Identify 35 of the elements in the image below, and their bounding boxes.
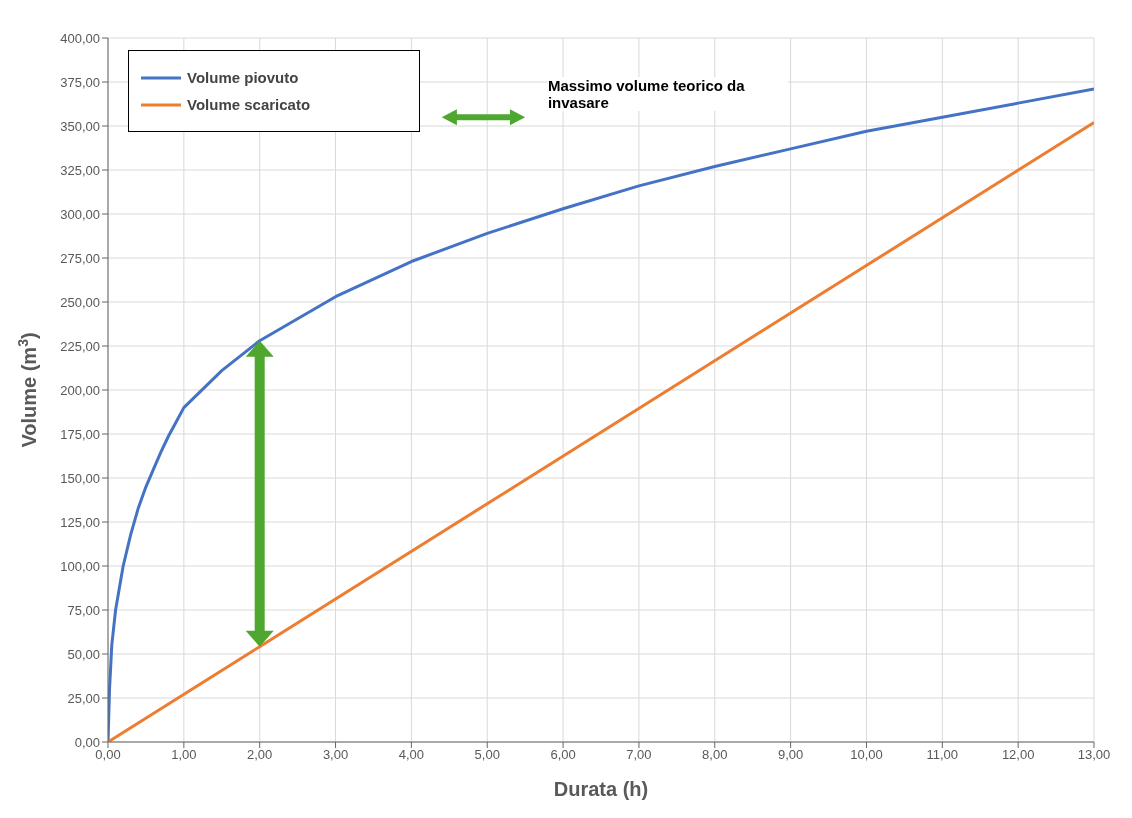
x-tick-label: 10,00	[850, 747, 883, 763]
y-tick-label: 25,00	[67, 690, 100, 706]
y-tick-label: 200,00	[60, 382, 100, 398]
y-tick-label: 350,00	[60, 118, 100, 134]
x-tick-label: 8,00	[702, 747, 728, 763]
x-tick-label: 11,00	[926, 747, 959, 763]
y-tick-label: 400,00	[60, 30, 100, 46]
y-tick-label: 175,00	[60, 426, 100, 442]
y-tick-label: 50,00	[67, 646, 100, 662]
x-axis-title: Durata (h)	[553, 778, 649, 800]
annotation: Massimo volume teorico da invasare	[547, 76, 788, 111]
y-tick-label: 275,00	[60, 250, 100, 266]
x-tick-label: 5,00	[474, 747, 500, 763]
x-tick-label: 13,00	[1077, 747, 1111, 763]
y-tick-label: 150,00	[60, 470, 100, 486]
legend-label: Volume piovuto	[187, 69, 299, 86]
x-tick-label: 0,00	[95, 747, 121, 763]
x-tick-label: 6,00	[550, 747, 576, 763]
x-tick-label: 3,00	[322, 747, 349, 763]
y-tick-label: 375,00	[60, 74, 100, 90]
x-tick-label: 1,00	[171, 747, 197, 763]
x-tick-label: 9,00	[777, 747, 804, 763]
y-tick-label: 250,00	[60, 294, 100, 310]
y-tick-label: 225,00	[60, 338, 100, 354]
y-tick-label: 75,00	[67, 602, 100, 618]
y-tick-label: 100,00	[60, 558, 100, 574]
legend-label: Volume scaricato	[187, 96, 311, 113]
x-tick-label: 7,00	[626, 747, 652, 763]
y-tick-label: 300,00	[60, 206, 100, 222]
y-tick-label: 325,00	[60, 162, 100, 178]
x-tick-label: 2,00	[247, 747, 273, 763]
x-tick-label: 4,00	[398, 747, 425, 763]
x-tick-label: 12,00	[1001, 747, 1035, 763]
y-tick-label: 125,00	[60, 514, 100, 530]
y-tick-label: 0,00	[74, 734, 100, 750]
